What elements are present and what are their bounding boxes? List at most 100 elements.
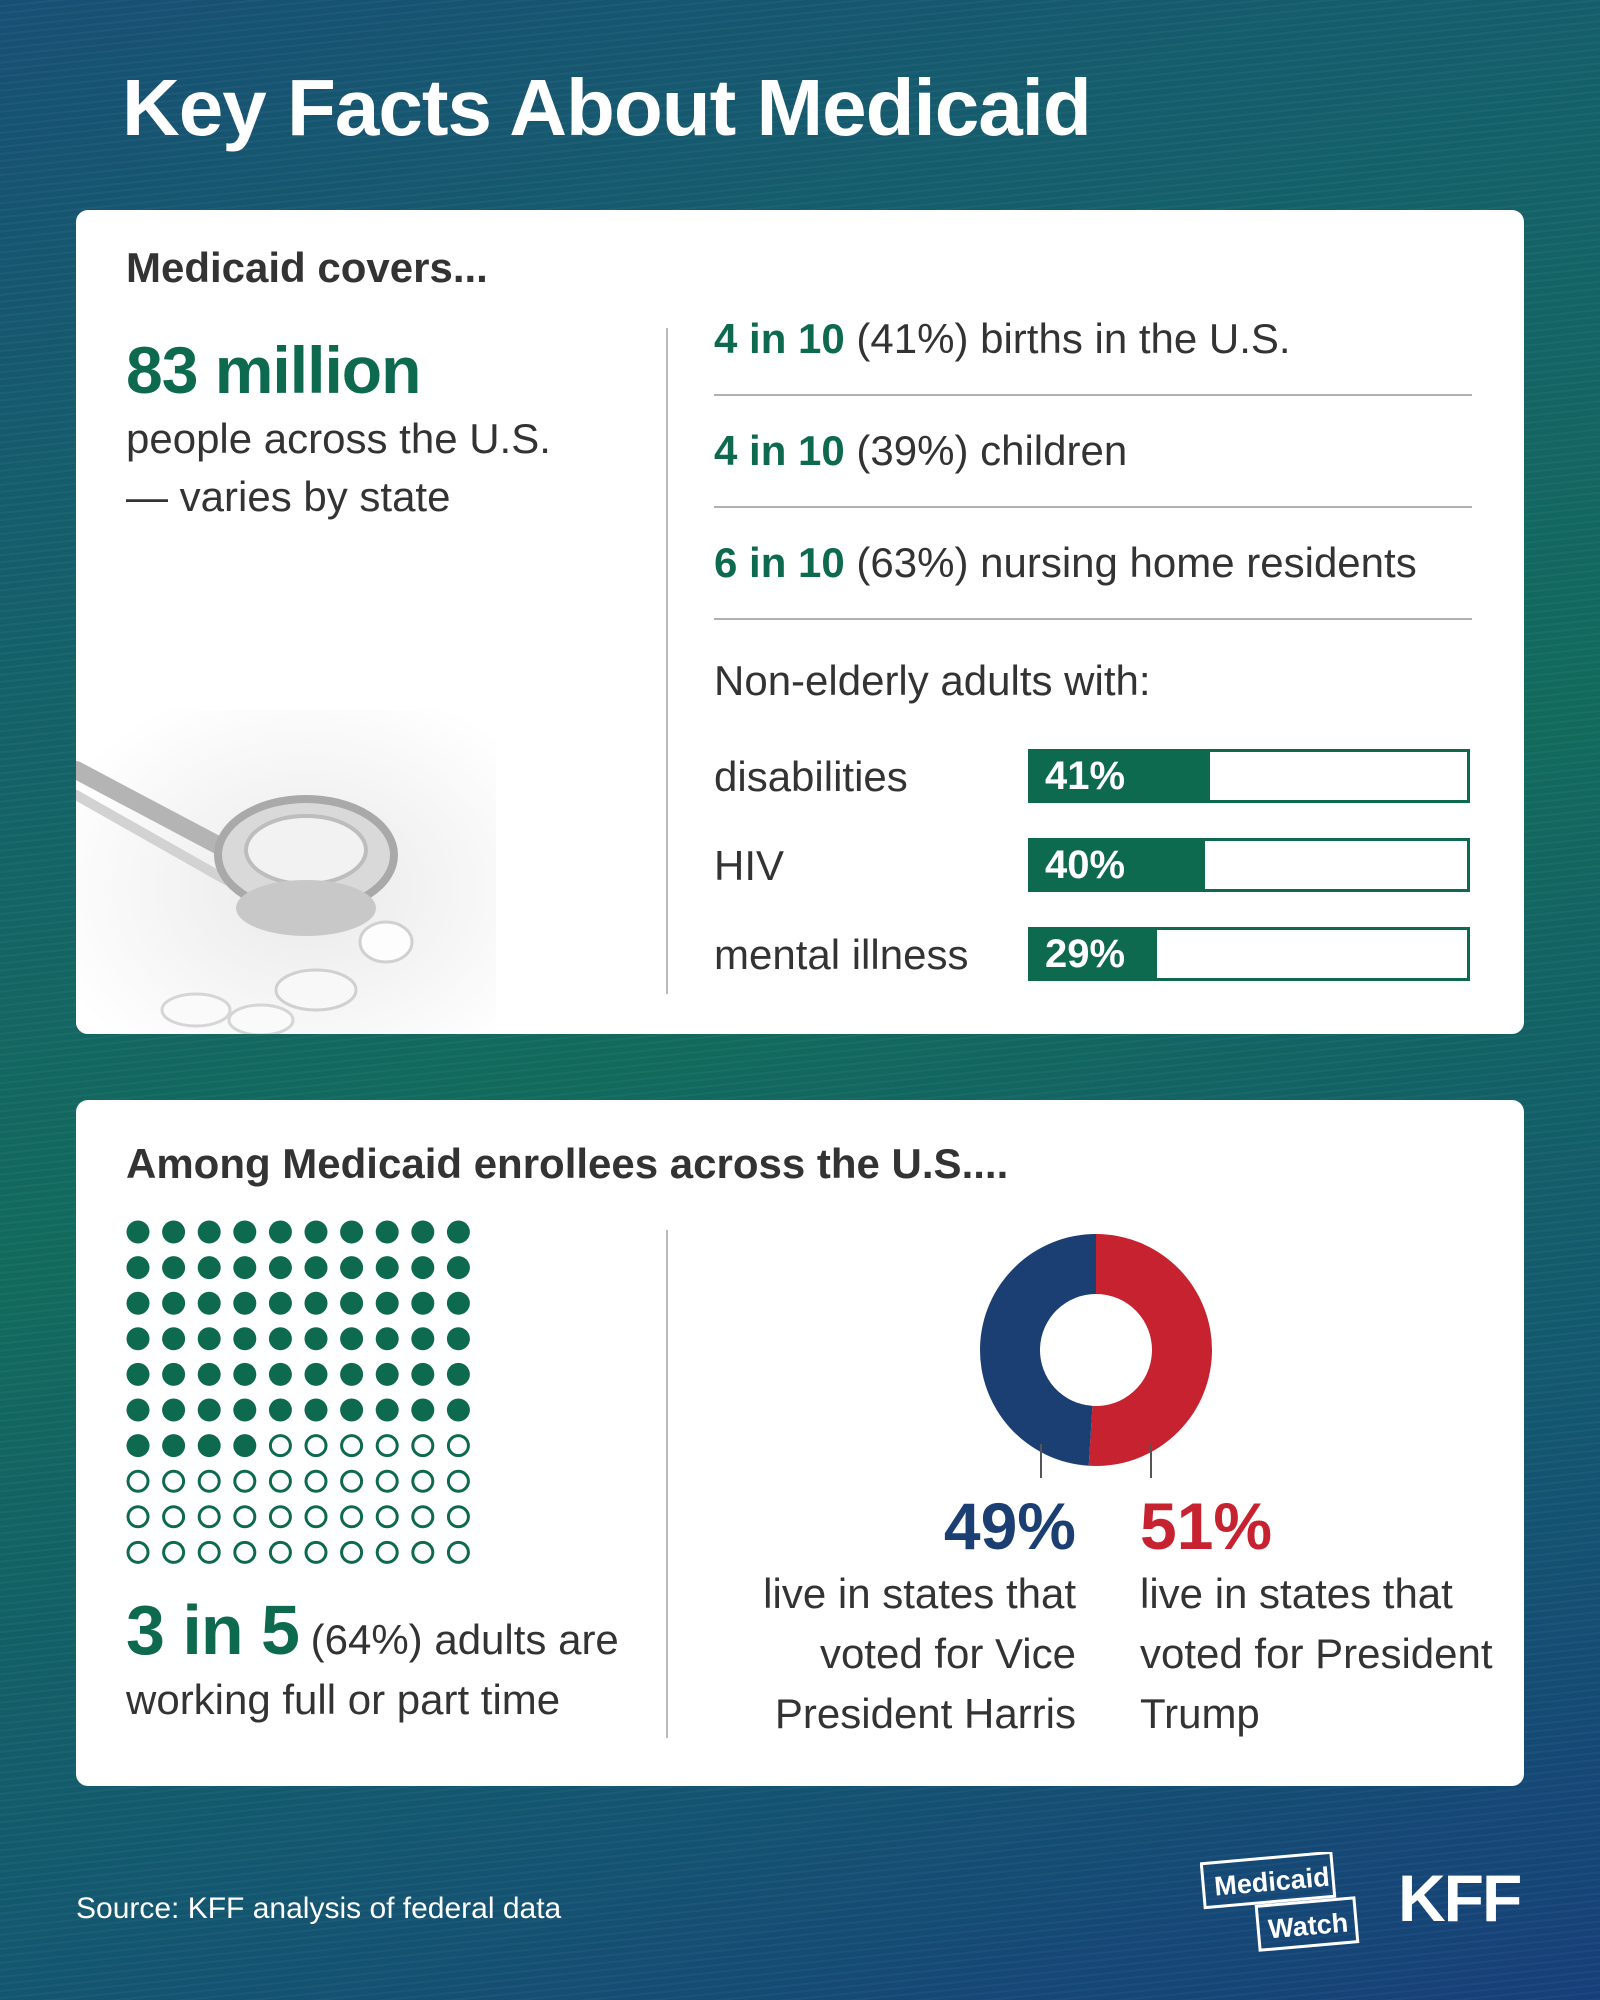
waffle-dot-filled xyxy=(411,1291,435,1315)
waffle-dot-filled xyxy=(446,1327,470,1351)
waffle-dot-filled xyxy=(233,1220,257,1244)
waffle-dot-filled xyxy=(375,1220,399,1244)
fact-children: 4 in 10 (39%) children xyxy=(714,396,1472,508)
fact-nursing: 6 in 10 (63%) nursing home residents xyxy=(714,508,1472,620)
enrollment-number: 83 million xyxy=(126,333,421,407)
waffle-dot-filled xyxy=(268,1220,292,1244)
bar-value-mental-illness: 29% xyxy=(1045,932,1126,976)
fact-nursing-text: (63%) nursing home residents xyxy=(844,539,1417,586)
waffle-dot-empty xyxy=(162,1505,186,1529)
waffle-dot-filled xyxy=(126,1256,150,1280)
waffle-dot-empty xyxy=(268,1434,292,1458)
waffle-dot-filled xyxy=(126,1327,150,1351)
vote-donut-chart xyxy=(979,1234,1212,1478)
waffle-dot-filled xyxy=(411,1362,435,1386)
waffle-dot-filled xyxy=(197,1291,221,1315)
waffle-dot-empty xyxy=(233,1540,257,1564)
trump-description: live in states that voted for President … xyxy=(1140,1570,1493,1737)
waffle-dot-empty xyxy=(375,1469,399,1493)
waffle-dot-filled xyxy=(340,1220,364,1244)
waffle-dot-empty xyxy=(126,1469,150,1493)
waffle-dot-empty xyxy=(411,1469,435,1493)
fact-births-strong: 4 in 10 xyxy=(714,315,845,362)
bar-fill-hiv xyxy=(1031,841,1206,889)
waffle-dot-filled xyxy=(375,1327,399,1351)
waffle-dot-filled xyxy=(340,1256,364,1280)
bar-value-disabilities: 41% xyxy=(1045,754,1126,798)
waffle-dot-filled xyxy=(446,1362,470,1386)
waffle-dot-filled xyxy=(162,1256,186,1280)
bar-disabilities: 41% xyxy=(1028,749,1470,803)
waffle-dot-filled xyxy=(162,1291,186,1315)
waffle-dot-filled xyxy=(304,1291,328,1315)
waffle-dot-filled xyxy=(233,1398,257,1422)
waffle-dot-empty xyxy=(268,1505,292,1529)
waffle-dot-filled xyxy=(375,1398,399,1422)
waffle-dot-empty xyxy=(446,1434,470,1458)
waffle-dot-empty xyxy=(446,1469,470,1493)
working-adults-number: 3 in 5 xyxy=(126,1591,300,1669)
logo-watch-text: Watch xyxy=(1267,1907,1349,1944)
covers-divider xyxy=(666,328,668,994)
waffle-dot-filled xyxy=(340,1362,364,1386)
waffle-dot-empty xyxy=(304,1434,328,1458)
waffle-dot-filled xyxy=(304,1220,328,1244)
waffle-dot-filled xyxy=(268,1327,292,1351)
waffle-dot-filled xyxy=(197,1256,221,1280)
logo-medicaid-text: Medicaid xyxy=(1213,1862,1331,1902)
waffle-dot-empty xyxy=(340,1505,364,1529)
waffle-dot-empty xyxy=(411,1505,435,1529)
fact-nursing-strong: 6 in 10 xyxy=(714,539,845,586)
waffle-dot-empty xyxy=(268,1469,292,1493)
waffle-dot-filled xyxy=(126,1398,150,1422)
waffle-dot-filled xyxy=(446,1291,470,1315)
waffle-dot-empty xyxy=(197,1505,221,1529)
waffle-dot-empty xyxy=(233,1469,257,1493)
waffle-dot-empty xyxy=(411,1540,435,1564)
waffle-dot-empty xyxy=(304,1505,328,1529)
waffle-dot-filled xyxy=(162,1327,186,1351)
waffle-dot-filled xyxy=(162,1434,186,1458)
waffle-dot-filled xyxy=(197,1327,221,1351)
waffle-dot-filled xyxy=(340,1398,364,1422)
waffle-dot-empty xyxy=(375,1434,399,1458)
working-adults-text: (64%) adults are working full or part ti… xyxy=(126,1616,619,1723)
donut-slice-harris xyxy=(979,1234,1096,1466)
working-adults-waffle xyxy=(126,1220,470,1564)
donut-slice-trump xyxy=(1088,1234,1212,1466)
medicaid-watch-logo: Medicaid Watch xyxy=(1200,1852,1360,1952)
waffle-dot-filled xyxy=(340,1291,364,1315)
waffle-dot-filled xyxy=(304,1362,328,1386)
waffle-dot-filled xyxy=(197,1398,221,1422)
waffle-dot-empty xyxy=(446,1540,470,1564)
waffle-dot-filled xyxy=(233,1327,257,1351)
waffle-dot-filled xyxy=(375,1362,399,1386)
bar-value-hiv: 40% xyxy=(1045,843,1126,887)
waffle-dot-empty xyxy=(411,1434,435,1458)
waffle-dot-filled xyxy=(162,1220,186,1244)
covers-heading: Medicaid covers... xyxy=(126,244,488,291)
enrollment-description: people across the U.S. — varies by state xyxy=(126,415,551,520)
waffle-dot-filled xyxy=(126,1434,150,1458)
bar-mental-illness: 29% xyxy=(1028,927,1470,981)
waffle-dot-filled xyxy=(126,1362,150,1386)
waffle-dot-filled xyxy=(233,1256,257,1280)
bars-subhead: Non-elderly adults with: xyxy=(714,657,1151,704)
waffle-dot-empty xyxy=(304,1469,328,1493)
page-title: Key Facts About Medicaid xyxy=(122,63,1092,152)
waffle-dot-filled xyxy=(268,1398,292,1422)
waffle-dot-filled xyxy=(268,1256,292,1280)
waffle-dot-filled xyxy=(197,1220,221,1244)
waffle-dot-empty xyxy=(162,1469,186,1493)
waffle-dot-filled xyxy=(411,1327,435,1351)
waffle-dot-empty xyxy=(268,1540,292,1564)
waffle-dot-filled xyxy=(411,1220,435,1244)
bar-label-disabilities: disabilities xyxy=(714,753,908,800)
waffle-dot-filled xyxy=(411,1398,435,1422)
waffle-dot-filled xyxy=(268,1362,292,1386)
bar-label-mental-illness: mental illness xyxy=(714,931,969,978)
waffle-dot-filled xyxy=(375,1256,399,1280)
waffle-dot-filled xyxy=(162,1362,186,1386)
waffle-dot-filled xyxy=(446,1256,470,1280)
waffle-dot-empty xyxy=(446,1505,470,1529)
